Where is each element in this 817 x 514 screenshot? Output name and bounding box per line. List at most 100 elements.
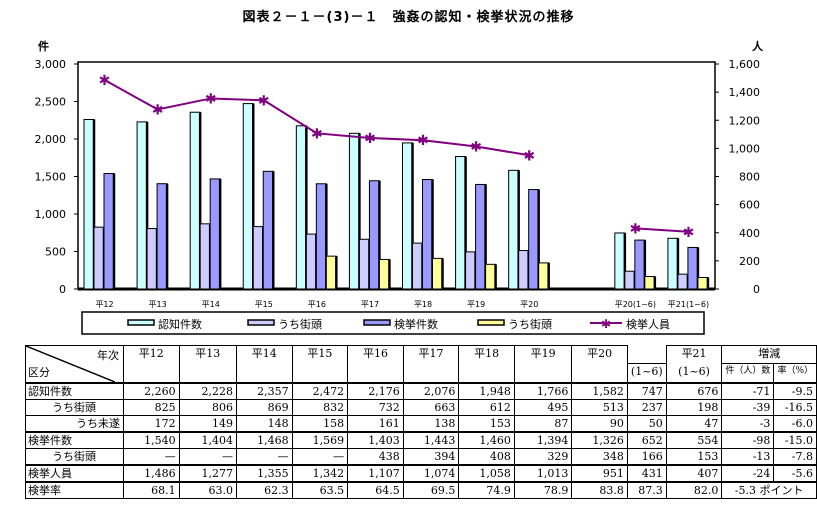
line-marker: ✱ (470, 140, 482, 156)
y2-tick-label: 200 (739, 255, 760, 268)
table-cell: 62.3 (236, 481, 293, 499)
legend-label: 検挙人員 (626, 317, 670, 331)
change-rate: -9.5 (773, 382, 817, 400)
table-cell: — (178, 448, 238, 466)
bar-うち街頭 (677, 273, 689, 290)
legend-label: うち街頭 (278, 317, 322, 331)
header-cell: 平20 (571, 344, 628, 364)
table-cell: 2,228 (178, 382, 238, 400)
line-marker: ✱ (630, 221, 642, 237)
table-cell: 83.8 (571, 481, 628, 499)
table-cell: 237 (626, 399, 667, 416)
table-cell: 612 (458, 399, 515, 416)
table-cell: 2,176 (347, 382, 404, 400)
plot-area (77, 61, 716, 290)
table-cell: 87 (513, 415, 573, 433)
table-cell: 1,403 (347, 431, 404, 449)
table-row: 検挙率 68.1 63.0 62.3 63.5 64.5 69.5 74.9 78.9 83.8 8… (25, 481, 817, 499)
table-cell: 74.9 (458, 481, 515, 499)
change-subheader: 率（%） (773, 363, 817, 384)
bar-検挙件数 (368, 180, 380, 290)
row-label: うち街頭 (25, 448, 124, 466)
bar-検挙件数 (634, 239, 646, 290)
table-cell: 68.1 (123, 481, 180, 499)
subheader-cell: (1~6) (626, 363, 667, 384)
chart-title: 図表２－１－(3)－１ 強姦の認知・検挙状況の推移 (242, 10, 575, 25)
header-row: 年次 区分 平12 平13 平14 平15 平16 平17 平18 平19 平20 平21 増減 (25, 344, 817, 384)
table-cell: 1,468 (236, 431, 293, 449)
y2-axis-label: 人 (752, 39, 764, 53)
line-marker: ✱ (258, 93, 270, 109)
bar-うち街頭 (644, 276, 656, 290)
bar-検挙件数 (528, 189, 540, 290)
subheader-cell (458, 363, 515, 384)
line-marker: ✱ (417, 133, 429, 149)
bar-うち街頭 (432, 257, 443, 290)
header-cell: 平18 (458, 344, 515, 364)
bar-検挙件数 (103, 173, 115, 290)
subheader-cell (236, 363, 293, 384)
table-cell: 407 (665, 464, 723, 483)
y-tick-label: 1,500 (35, 171, 67, 184)
bar-検挙件数 (422, 179, 433, 290)
x-tick-label: 平18 (414, 300, 432, 309)
y-tick-label: 2,500 (35, 96, 67, 109)
row-label: うち街頭 (25, 399, 124, 416)
bar-認知件数 (83, 119, 95, 290)
table-cell: 1,766 (513, 382, 573, 400)
table-cell: 1,569 (291, 431, 349, 449)
table-cell: 166 (626, 448, 667, 466)
corner-cell: 年次 区分 (25, 345, 124, 384)
legend-swatch (363, 319, 391, 326)
bar-認知件数 (136, 121, 148, 290)
table-cell: 495 (513, 399, 573, 416)
table-cell: 1,443 (402, 431, 460, 449)
x-tick-label: 平16 (308, 300, 326, 309)
x-tick-label: 平12 (95, 300, 113, 309)
table-cell: 348 (571, 448, 628, 466)
table-cell: 2,260 (123, 382, 180, 400)
table-row: うち未遂 172 149 148 158 161 138 153 87 90 50 47 -3 -6.0 (25, 415, 817, 433)
bar-うち街頭 (412, 242, 423, 290)
table-cell: 50 (626, 415, 667, 433)
header-cell: 平12 (123, 344, 180, 364)
table-row: 検挙件数 1,540 1,404 1,468 1,569 1,403 1,443 1,460 1… (25, 431, 817, 449)
x-tick-label: 平15 (255, 300, 273, 309)
subheader-cell (123, 363, 180, 384)
table-cell: 1,394 (513, 431, 573, 449)
line-marker: ✱ (523, 148, 535, 164)
header-cell (626, 345, 667, 364)
legend-label: 検挙件数 (394, 317, 438, 331)
subheader-cell (347, 363, 404, 384)
header-cell: 平13 (178, 344, 238, 364)
bar-うち街頭 (485, 263, 497, 290)
table-cell: 408 (458, 448, 515, 466)
y2-tick-label: 1,200 (729, 114, 761, 127)
table-cell: 869 (236, 399, 293, 416)
bar-認知件数 (614, 232, 626, 290)
row-label: 検挙率 (25, 481, 124, 499)
line-marker: ✱ (683, 225, 695, 241)
table-cell: 161 (347, 415, 404, 433)
table-cell: 82.0 (665, 481, 723, 499)
subheader-row: (1~6) (1~6) 件（人）数 率（%） (26, 363, 817, 384)
line-marker: ✱ (205, 91, 217, 107)
table-cell: 78.9 (513, 481, 573, 499)
subheader-cell: (1~6) (665, 363, 723, 384)
table-cell: 2,357 (236, 382, 293, 400)
legend (81, 311, 705, 335)
change-count: -13 (721, 448, 775, 466)
change-rate: -15.0 (773, 431, 817, 449)
subheader-cell (178, 363, 238, 384)
table-cell: 832 (291, 399, 349, 416)
table-cell: 1,582 (571, 382, 628, 400)
change-count: -71 (721, 382, 775, 400)
subheader-cell (513, 363, 573, 384)
y-tick-label: 3,000 (35, 58, 67, 71)
table-cell: 1,277 (178, 464, 238, 483)
table-cell: 138 (402, 415, 460, 433)
table-cell: 732 (347, 399, 404, 416)
header-cell: 平14 (236, 344, 293, 364)
table-cell: 64.5 (347, 481, 404, 499)
y-tick-label: 1,000 (35, 208, 67, 221)
